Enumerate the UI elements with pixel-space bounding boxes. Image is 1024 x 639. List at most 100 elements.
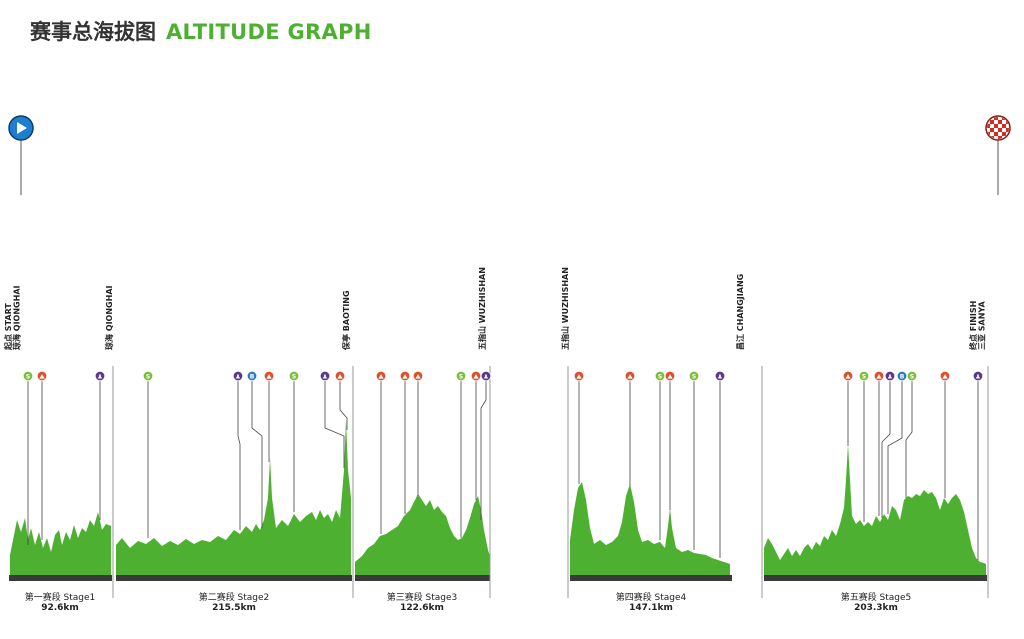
svg-text:⛰: ⛰ [666,374,673,381]
svg-text:S: S [692,374,696,381]
stage-4-baseline [570,575,732,581]
svg-text:⛰: ⛰ [401,374,408,381]
svg-text:♟: ♟ [235,374,240,381]
svg-text:终点 FINISH: 终点 FINISH [968,301,978,351]
climb-marker-icon: ⛰ [375,370,387,382]
marker-leader-line [324,381,345,468]
svg-text:琼海 QIONGHAI: 琼海 QIONGHAI [104,285,114,350]
svg-text:五指山 WUZHISHAN: 五指山 WUZHISHAN [477,267,487,350]
stage-1-terrain [10,512,111,575]
stage-baselines [9,366,989,598]
feed-zone-marker-icon: ♟ [480,370,492,382]
sprint-marker-icon: S [906,370,918,382]
terrain-profiles [10,420,986,575]
svg-text:S: S [862,374,866,381]
climb-marker-icon: ⛰ [412,370,424,382]
place-label-changjiang: 昌江 CHANGJIANG [735,274,745,350]
stage-5-terrain [764,444,986,575]
svg-text:B: B [250,374,255,381]
svg-text:⛰: ⛰ [844,374,851,381]
climb-marker-icon: ⛰ [664,370,676,382]
svg-text:昌江 CHANGJIANG: 昌江 CHANGJIANG [735,274,745,350]
svg-text:♟: ♟ [975,374,980,381]
start-finish-flags [8,115,1011,195]
title-chinese: 赛事总海拔图 [30,20,156,44]
place-label-finish: 终点 FINISH 三亚 SANYA [968,301,987,351]
title-english: ALTITUDE GRAPH [166,20,372,44]
sprint-marker-icon: S [858,370,870,382]
stage-distance: 203.3km [854,603,898,613]
sprint-marker-icon: S [688,370,700,382]
svg-text:⛰: ⛰ [875,374,882,381]
marker-leader-line [251,381,263,528]
svg-text:⛰: ⛰ [377,374,384,381]
bonus-marker-icon: B [246,370,258,382]
stage-name: 第三赛段 Stage3 [387,591,458,603]
stage-name: 第二赛段 Stage2 [199,591,270,603]
place-label-start: 起点 START 琼海 QIONGHAI [3,285,22,351]
svg-text:⛰: ⛰ [336,374,343,381]
feed-zone-marker-icon: ♟ [94,370,106,382]
route-markers: S ⛰ ♟ S ♟ B ⛰ S ♟ ⛰ ⛰ ⛰ ⛰ S ⛰ ♟ ⛰ ⛰ S ⛰ S ♟ ⛰ S ⛰ ♟ B S ⛰ ♟ [22,370,984,560]
svg-text:S: S [26,374,30,381]
svg-text:B: B [900,374,905,381]
svg-text:⛰: ⛰ [265,374,272,381]
stage-5-baseline [764,575,987,581]
marker-leader-line [339,381,348,430]
svg-text:保亭 BAOTING: 保亭 BAOTING [341,290,351,351]
stage-3-terrain [355,494,490,575]
stage-4-terrain [570,482,730,575]
climb-marker-icon: ⛰ [842,370,854,382]
marker-leader-line [480,381,487,520]
svg-text:♟: ♟ [483,374,488,381]
svg-text:三亚 SANYA: 三亚 SANYA [978,301,987,350]
feed-zone-marker-icon: ♟ [232,370,244,382]
svg-text:♟: ♟ [97,374,102,381]
place-label-qionghai: 琼海 QIONGHAI [104,285,114,350]
stage-1-baseline [9,575,112,581]
stage-name: 第五赛段 Stage5 [841,591,912,603]
climb-marker-icon: ⛰ [573,370,585,382]
climb-marker-icon: ⛰ [399,370,411,382]
svg-text:⛰: ⛰ [38,374,45,381]
svg-text:S: S [146,374,150,381]
stage-3-baseline [355,575,490,581]
svg-text:S: S [459,374,463,381]
marker-leader-line [887,381,903,514]
feed-zone-marker-icon: ♟ [714,370,726,382]
sprint-marker-icon: S [142,370,154,382]
svg-text:S: S [658,374,662,381]
stage-distance: 92.6km [41,603,79,613]
stage-name: 第四赛段 Stage4 [616,591,687,603]
svg-text:♟: ♟ [322,374,327,381]
sprint-marker-icon: S [22,370,34,382]
climb-marker-icon: ⛰ [470,370,482,382]
stage-2-terrain [116,420,351,575]
marker-leader-line [237,381,241,530]
svg-text:⛰: ⛰ [626,374,633,381]
svg-text:♟: ♟ [887,374,892,381]
climb-marker-icon: ⛰ [939,370,951,382]
stage-distance: 122.6km [400,603,444,613]
svg-text:五指山 WUZHISHAN: 五指山 WUZHISHAN [560,267,570,350]
climb-marker-icon: ⛰ [624,370,636,382]
place-label-wuzhishan-end: 五指山 WUZHISHAN [477,267,487,350]
stage-name: 第一赛段 Stage1 [25,591,96,603]
stage-distance: 215.5km [212,603,256,613]
climb-marker-icon: ⛰ [36,370,48,382]
feed-zone-marker-icon: ♟ [319,370,331,382]
page-title: 赛事总海拔图 ALTITUDE GRAPH [30,16,372,46]
place-label-wuzhishan-start: 五指山 WUZHISHAN [560,267,570,350]
stage-distance: 147.1km [629,603,673,613]
svg-text:⛰: ⛰ [472,374,479,381]
sprint-marker-icon: S [654,370,666,382]
climb-marker-icon: ⛰ [334,370,346,382]
svg-text:⛰: ⛰ [941,374,948,381]
place-label-baoting: 保亭 BAOTING [341,290,351,351]
